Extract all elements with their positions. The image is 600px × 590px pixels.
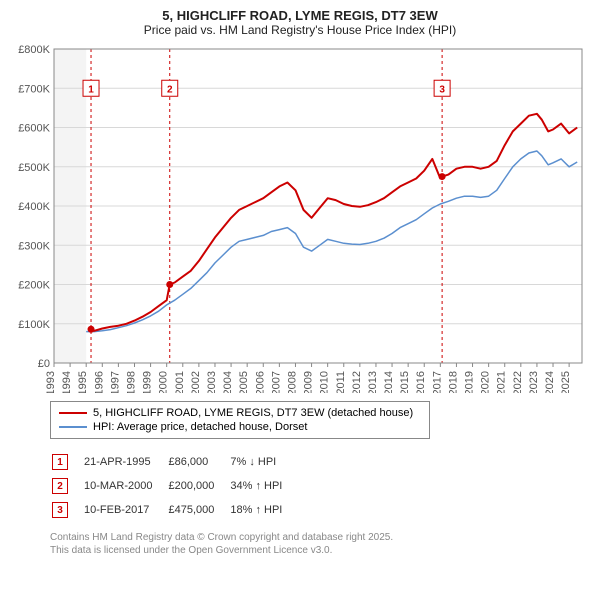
legend-label: 5, HIGHCLIFF ROAD, LYME REGIS, DT7 3EW (… (93, 407, 413, 419)
sales-row: 1 21-APR-1995£86,0007% ↓ HPI (52, 451, 296, 473)
svg-text:2007: 2007 (270, 371, 282, 393)
legend-label: HPI: Average price, detached house, Dors… (93, 421, 307, 433)
svg-text:2005: 2005 (238, 371, 250, 393)
sale-marker: 2 (52, 478, 68, 494)
svg-text:£300K: £300K (18, 240, 50, 252)
chart-plot: £0 £100K £200K £300K £400K £500K £600K £700K £80… (10, 43, 590, 393)
svg-text:£700K: £700K (18, 83, 50, 95)
svg-text:2009: 2009 (303, 371, 315, 393)
svg-text:2014: 2014 (383, 371, 395, 393)
svg-text:1995: 1995 (77, 371, 89, 393)
svg-text:2023: 2023 (528, 371, 540, 393)
svg-text:2022: 2022 (512, 371, 524, 393)
svg-text:2012: 2012 (351, 371, 363, 393)
sale-date: 10-MAR-2000 (84, 475, 166, 497)
svg-text:1: 1 (88, 84, 94, 95)
svg-text:2010: 2010 (319, 371, 331, 393)
svg-text:3: 3 (439, 84, 445, 95)
chart-title: 5, HIGHCLIFF ROAD, LYME REGIS, DT7 3EW (10, 8, 590, 23)
price-chart-panel: 5, HIGHCLIFF ROAD, LYME REGIS, DT7 3EW P… (0, 0, 600, 563)
sale-delta: 18% ↑ HPI (230, 499, 296, 521)
svg-text:1996: 1996 (93, 371, 105, 393)
svg-text:2018: 2018 (447, 371, 459, 393)
legend-item: 5, HIGHCLIFF ROAD, LYME REGIS, DT7 3EW (… (59, 406, 421, 420)
legend-swatch (59, 426, 87, 428)
svg-text:2: 2 (167, 84, 173, 95)
svg-text:£400K: £400K (18, 201, 50, 213)
svg-text:£100K: £100K (18, 319, 50, 331)
svg-text:2011: 2011 (335, 371, 347, 393)
sale-delta: 7% ↓ HPI (230, 451, 296, 473)
legend-swatch (59, 412, 87, 414)
svg-text:2021: 2021 (496, 371, 508, 393)
sale-price: £475,000 (168, 499, 228, 521)
svg-text:2008: 2008 (286, 371, 298, 393)
svg-text:2020: 2020 (480, 371, 492, 393)
svg-text:1999: 1999 (142, 371, 154, 393)
attribution-text: Contains HM Land Registry data © Crown c… (50, 531, 590, 557)
svg-text:2000: 2000 (158, 371, 170, 393)
sale-price: £86,000 (168, 451, 228, 473)
legend: 5, HIGHCLIFF ROAD, LYME REGIS, DT7 3EW (… (50, 401, 430, 439)
svg-text:2015: 2015 (399, 371, 411, 393)
svg-text:1993: 1993 (45, 371, 57, 393)
svg-text:£800K: £800K (18, 44, 50, 56)
sale-date: 21-APR-1995 (84, 451, 166, 473)
sale-marker: 1 (52, 454, 68, 470)
svg-text:£500K: £500K (18, 162, 50, 174)
svg-text:1997: 1997 (109, 371, 121, 393)
sales-row: 3 10-FEB-2017£475,00018% ↑ HPI (52, 499, 296, 521)
chart-subtitle: Price paid vs. HM Land Registry's House … (10, 23, 590, 37)
svg-text:2017: 2017 (431, 371, 443, 393)
svg-text:2001: 2001 (174, 371, 186, 393)
svg-text:2016: 2016 (415, 371, 427, 393)
sale-delta: 34% ↑ HPI (230, 475, 296, 497)
svg-text:1994: 1994 (61, 371, 73, 393)
svg-text:2006: 2006 (254, 371, 266, 393)
svg-text:2024: 2024 (544, 371, 556, 393)
sale-marker: 3 (52, 502, 68, 518)
svg-text:2002: 2002 (190, 371, 202, 393)
svg-text:2003: 2003 (206, 371, 218, 393)
svg-text:2013: 2013 (367, 371, 379, 393)
svg-text:2025: 2025 (560, 371, 572, 393)
sales-row: 2 10-MAR-2000£200,00034% ↑ HPI (52, 475, 296, 497)
svg-text:2004: 2004 (222, 371, 234, 393)
chart-svg: £0 £100K £200K £300K £400K £500K £600K £700K £80… (10, 43, 590, 393)
svg-text:1998: 1998 (125, 371, 137, 393)
sales-table: 1 21-APR-1995£86,0007% ↓ HPI 2 10-MAR-2000£… (50, 449, 298, 523)
sale-price: £200,000 (168, 475, 228, 497)
svg-text:£200K: £200K (18, 280, 50, 292)
legend-item: HPI: Average price, detached house, Dors… (59, 420, 421, 434)
svg-text:£0: £0 (38, 358, 50, 370)
sale-date: 10-FEB-2017 (84, 499, 166, 521)
svg-text:£600K: £600K (18, 123, 50, 135)
svg-text:2019: 2019 (464, 371, 476, 393)
